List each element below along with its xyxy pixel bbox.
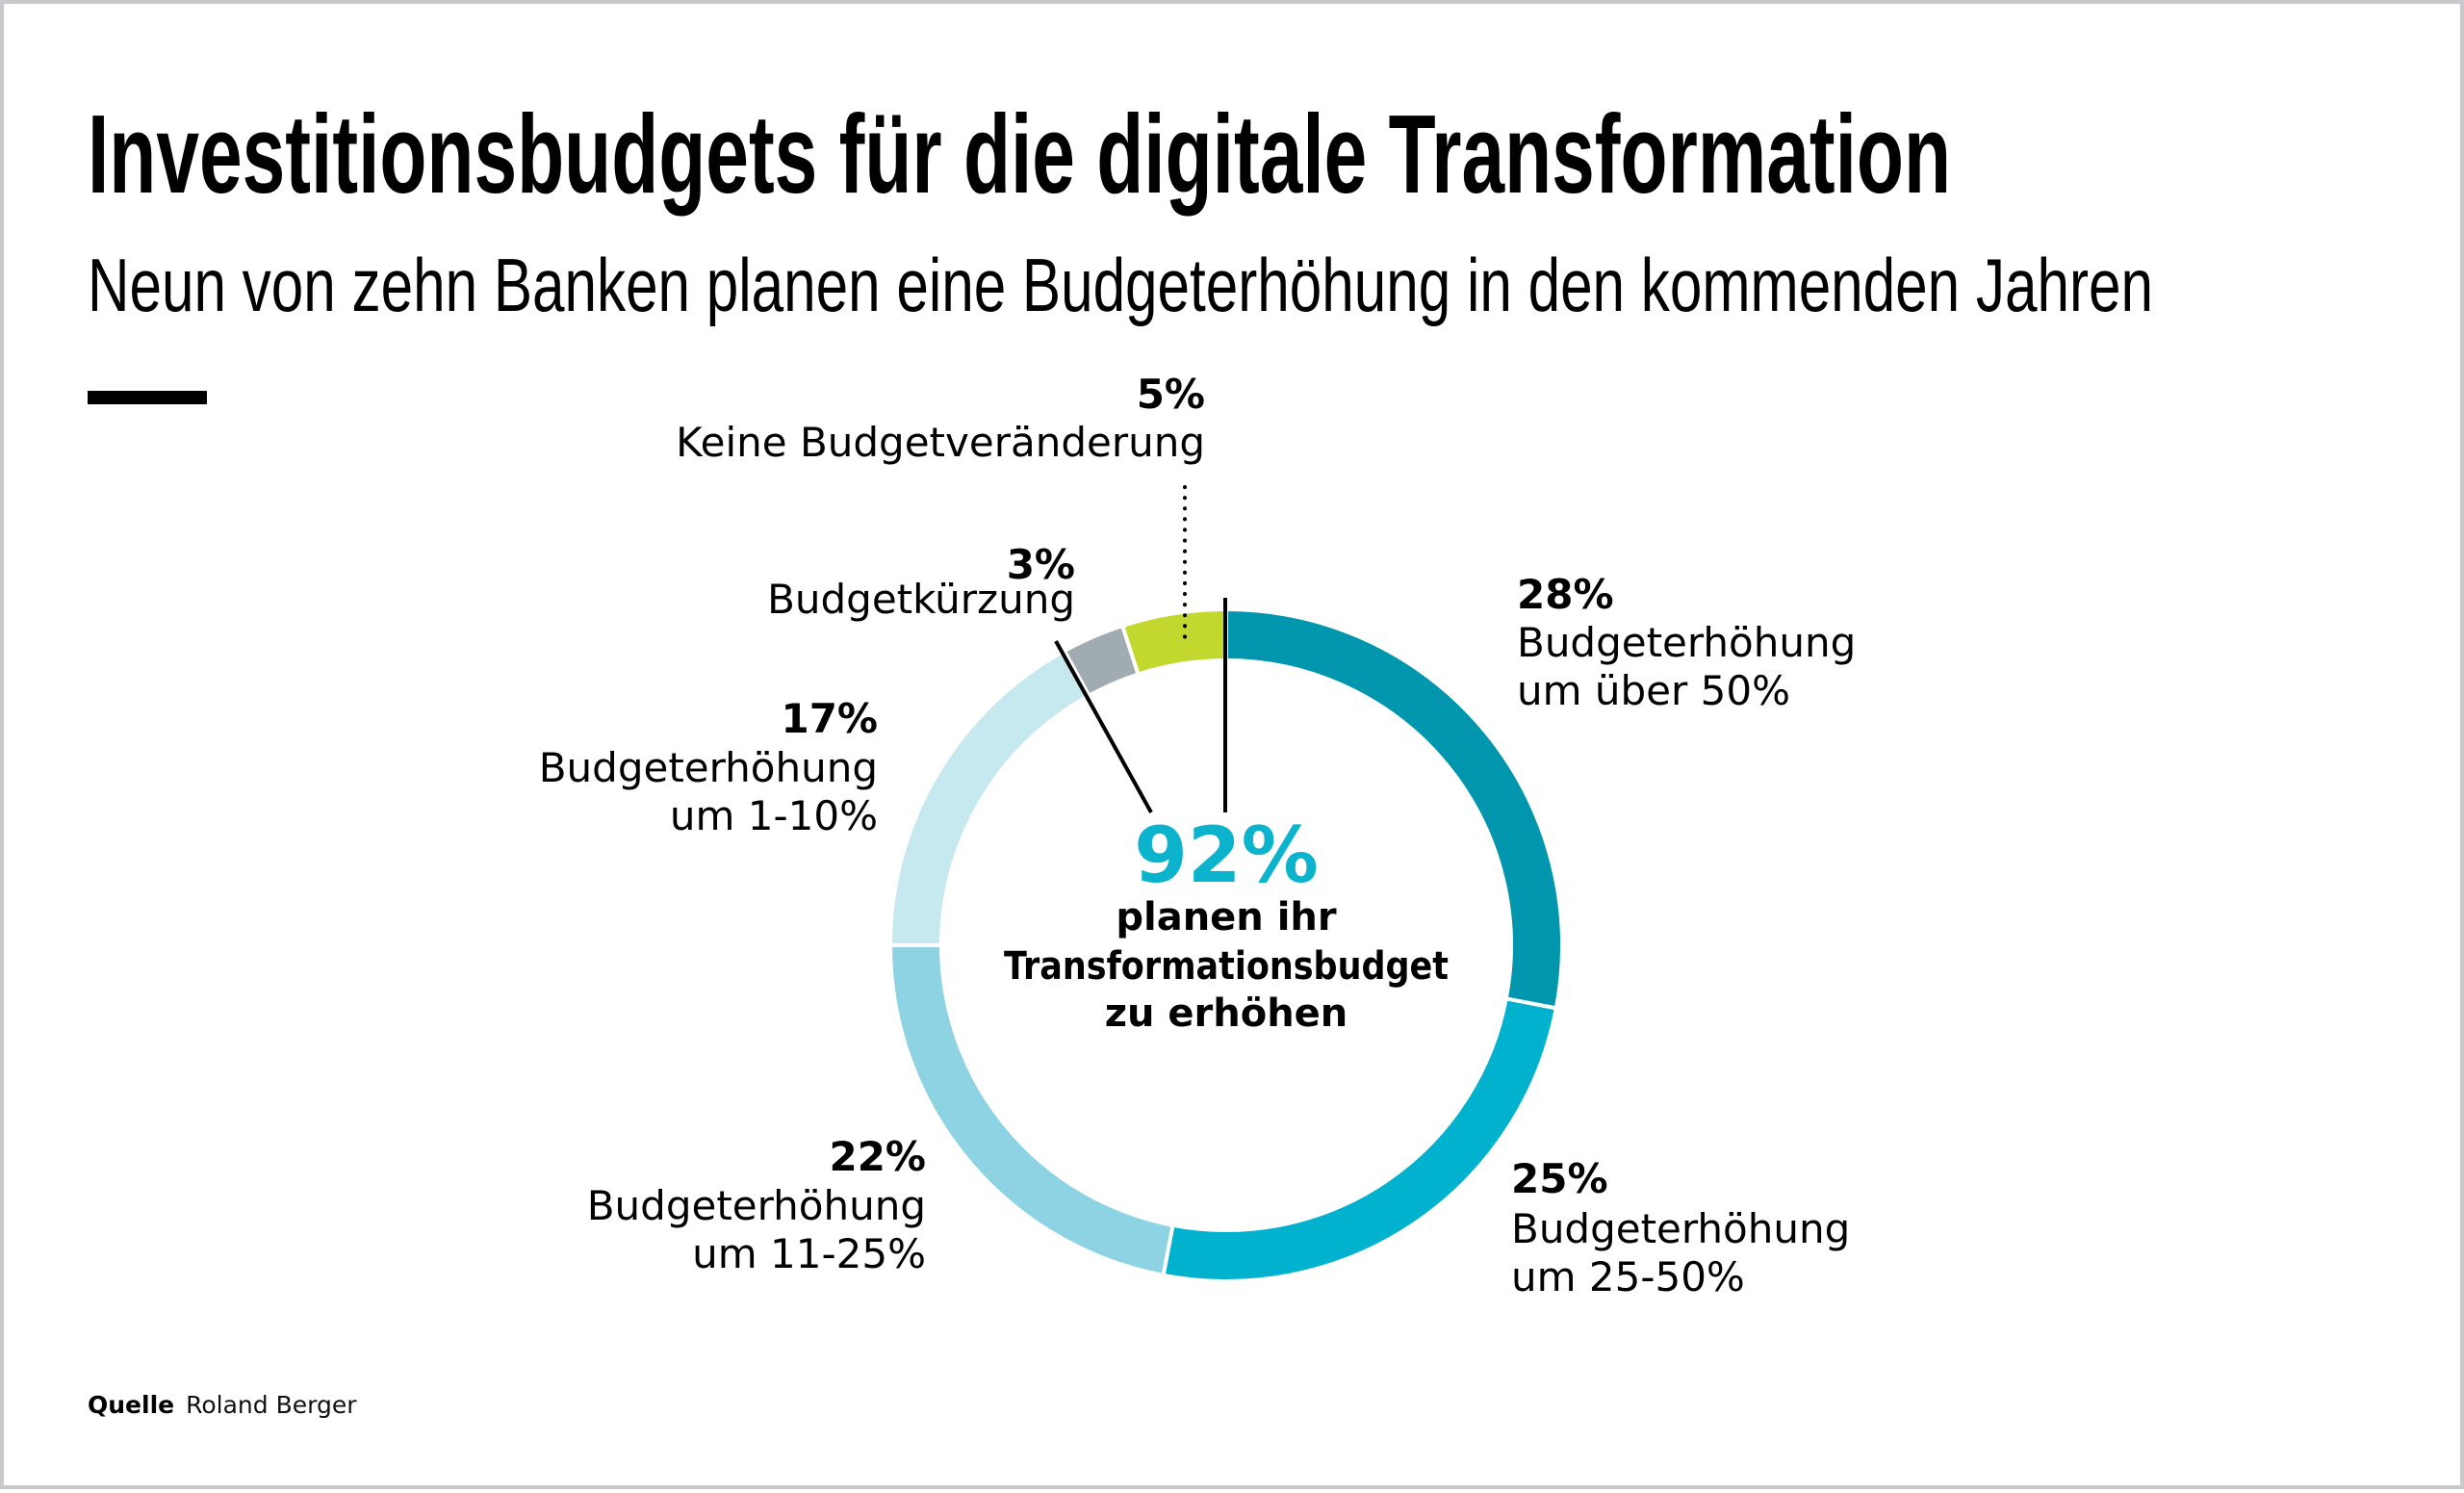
category-label: Budgeterhöhung: [1511, 1205, 1850, 1252]
slice-label-1-10: 17% Budgeterhöhung um 1-10%: [539, 695, 878, 839]
data-label-25: 25%: [1511, 1155, 1608, 1202]
category-label: Budgeterhöhung: [1517, 619, 1856, 666]
center-text-line: zu erhöhen: [1105, 991, 1348, 1036]
donut-chart: Investitionsbudgets für die digitale Tra…: [88, 91, 2153, 1419]
slice-label-11-25: 22% Budgeterhöhung um 11-25%: [587, 1133, 926, 1277]
category-label: Budgeterhöhung: [539, 744, 878, 791]
source-note: Quelle Roland Berger: [88, 1391, 357, 1419]
donut-segments: [887, 606, 1564, 1283]
data-label-3: 3%: [1007, 541, 1075, 588]
donut-slice-5: [1119, 606, 1228, 678]
category-label: um 25-50%: [1511, 1253, 1745, 1300]
data-label-28: 28%: [1517, 571, 1614, 618]
slice-label-25-50: 25% Budgeterhöhung um 25-50%: [1511, 1155, 1850, 1300]
title-rule: [88, 391, 207, 404]
category-label: um 11-25%: [692, 1230, 926, 1277]
category-label: um 1-10%: [670, 792, 878, 839]
center-value: 92%: [1134, 811, 1318, 900]
slice-label-kuerzung: 3% Budgetkürzung: [767, 541, 1075, 623]
chart-subtitle: Neun von zehn Banken planen eine Budgete…: [88, 243, 2153, 327]
center-text-line: Transformationsbudget: [1004, 944, 1449, 989]
category-label: Budgetkürzung: [767, 576, 1075, 623]
chart-title: Investitionsbudgets für die digitale Tra…: [88, 91, 1951, 217]
data-label-17: 17%: [781, 695, 878, 742]
category-label: Budgeterhöhung: [587, 1182, 926, 1229]
source-text: Roland Berger: [186, 1391, 357, 1419]
donut-slice-1: [1161, 996, 1559, 1283]
category-label: um über 50%: [1517, 667, 1790, 714]
source-label: Quelle: [88, 1391, 174, 1419]
center-text-line: planen ihr: [1116, 895, 1337, 940]
data-label-5: 5%: [1137, 371, 1205, 418]
data-label-22: 22%: [829, 1133, 926, 1180]
leader-line-budgetkuerzung: [1054, 640, 1153, 813]
donut-slice-3: [887, 648, 1092, 947]
category-label: Keine Budgetveränderung: [676, 419, 1205, 466]
slice-label-keine-veraenderung: 5% Keine Budgetveränderung: [676, 371, 1205, 466]
slice-label-over-50: 28% Budgeterhöhung um über 50%: [1517, 571, 1856, 714]
